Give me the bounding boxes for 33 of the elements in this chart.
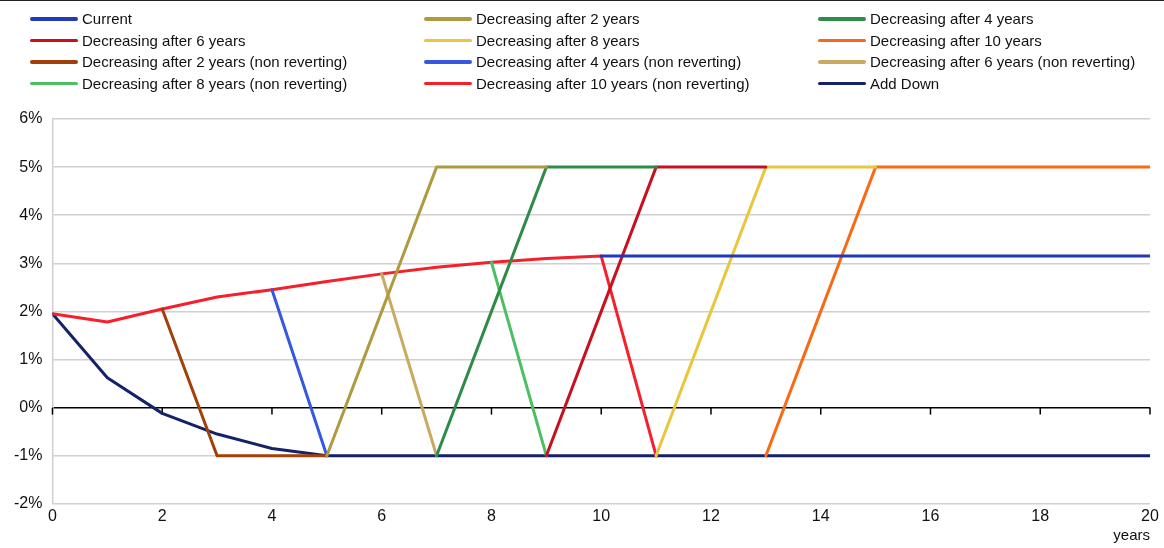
legend-label: Decreasing after 10 years (non reverting) [476, 73, 750, 93]
legend-label: Decreasing after 4 years [870, 9, 1034, 29]
x-tick-label: 12 [702, 506, 720, 524]
legend-label: Decreasing after 6 years [82, 30, 246, 50]
legend-label: Decreasing after 2 years (non reverting) [82, 52, 348, 72]
x-tick-label: 10 [592, 506, 611, 524]
legend-label: Decreasing after 8 years [476, 30, 640, 50]
legend-label: Decreasing after 2 years [476, 9, 640, 29]
legend-label: Decreasing after 6 years (non reverting) [870, 52, 1136, 72]
y-tick-label: -1% [14, 446, 43, 464]
x-tick-label: 6 [377, 506, 387, 524]
y-tick-label: 0% [19, 398, 43, 416]
y-tick-label: 3% [19, 253, 43, 271]
x-tick-label: 16 [921, 506, 940, 524]
x-tick-label: 14 [811, 506, 830, 524]
x-tick-label: 2 [157, 506, 167, 524]
y-tick-label: 6% [19, 109, 43, 127]
x-axis-title: years [1113, 526, 1150, 544]
y-tick-label: -2% [14, 494, 43, 512]
legend-label: Current [82, 9, 133, 29]
x-tick-label: 0 [48, 506, 57, 524]
legend-label: Add Down [870, 73, 940, 93]
y-tick-label: 2% [19, 301, 43, 319]
y-tick-label: 1% [19, 349, 43, 367]
x-tick-label: 18 [1031, 506, 1050, 524]
legend-label: Decreasing after 4 years (non reverting) [476, 52, 742, 72]
y-tick-label: 4% [19, 205, 43, 223]
x-tick-label: 4 [267, 506, 277, 524]
x-tick-label: 8 [487, 506, 497, 524]
legend-label: Decreasing after 8 years (non reverting) [82, 73, 348, 93]
x-tick-label: 20 [1141, 506, 1159, 524]
y-tick-label: 5% [19, 157, 43, 175]
legend-label: Decreasing after 10 years [870, 30, 1042, 50]
